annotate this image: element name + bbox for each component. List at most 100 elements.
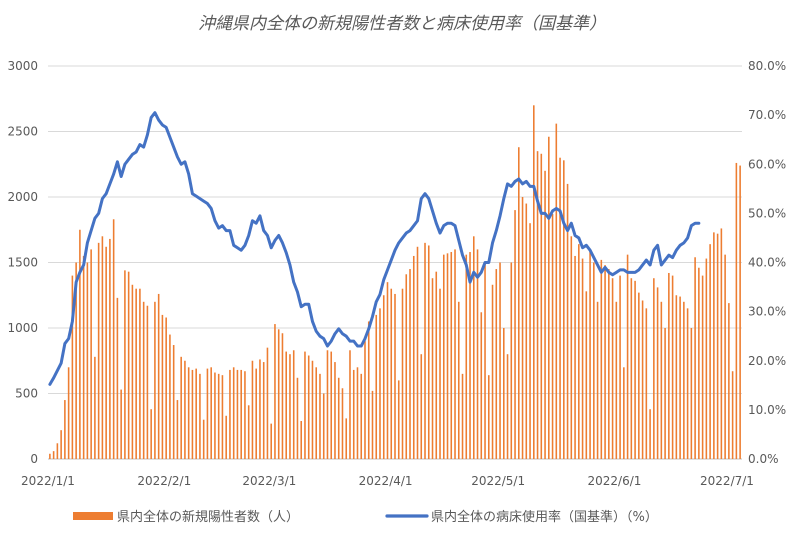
- bar: [608, 269, 610, 459]
- bar: [540, 153, 543, 459]
- bar: [660, 301, 663, 459]
- bar: [611, 278, 614, 459]
- bar: [255, 368, 257, 459]
- bar: [240, 369, 242, 459]
- bar: [79, 229, 81, 459]
- y-right-tick-label: 60.0%: [748, 157, 786, 171]
- y-right-tick-label: 40.0%: [748, 256, 786, 270]
- bar: [739, 165, 741, 459]
- line-series: [48, 111, 701, 386]
- bar: [300, 421, 303, 459]
- bar: [206, 368, 209, 459]
- bar: [191, 369, 194, 459]
- bar: [169, 334, 171, 459]
- bar: [52, 451, 55, 459]
- bar: [184, 360, 186, 459]
- bar: [563, 160, 565, 459]
- bar: [262, 362, 265, 459]
- bar: [454, 249, 456, 459]
- bar: [720, 228, 723, 459]
- bar: [645, 308, 648, 459]
- bar: [281, 333, 284, 459]
- bar: [356, 367, 359, 459]
- bar: [529, 223, 531, 459]
- bar: [289, 354, 291, 459]
- y-left-tick-label: 1500: [7, 256, 38, 270]
- bar: [709, 244, 711, 459]
- y-left-tick-label: 2000: [7, 190, 38, 204]
- bar: [135, 288, 137, 459]
- bar: [322, 393, 325, 459]
- bar: [476, 249, 479, 459]
- bar: [225, 415, 227, 459]
- bar: [56, 443, 59, 459]
- bar: [409, 269, 411, 459]
- legend: 県内全体の新規陽性者数（人） 県内全体の病床使用率（国基準）（%）: [73, 509, 658, 525]
- bar: [199, 373, 201, 459]
- bar: [578, 244, 580, 459]
- bar: [495, 269, 498, 459]
- bar: [596, 301, 599, 459]
- bar: [581, 258, 584, 459]
- bar: [176, 400, 179, 459]
- bar: [649, 409, 651, 459]
- bar: [75, 262, 77, 459]
- bar: [503, 328, 505, 459]
- bar: [157, 293, 160, 459]
- bar: [457, 301, 460, 459]
- y-right-tick-label: 0.0%: [748, 452, 779, 466]
- x-tick-label: 2022/2/1: [137, 474, 191, 488]
- bar: [731, 371, 734, 459]
- x-tick-label: 2022/4/1: [359, 474, 413, 488]
- bar: [623, 367, 625, 459]
- x-tick-label: 2022/6/1: [588, 474, 642, 488]
- bar: [694, 257, 696, 459]
- bar: [555, 123, 558, 459]
- bar: [442, 254, 445, 459]
- bar: [364, 341, 366, 459]
- bar: [146, 305, 149, 459]
- bar: [525, 203, 528, 459]
- bar: [94, 356, 96, 459]
- bar: [247, 405, 250, 459]
- bar: [548, 136, 550, 460]
- bar: [292, 350, 295, 459]
- bar: [379, 308, 381, 459]
- bar: [49, 453, 51, 459]
- bar: [371, 390, 374, 459]
- bar: [217, 373, 220, 459]
- bar: [435, 271, 438, 459]
- bar: [439, 288, 441, 459]
- bar: [131, 284, 134, 459]
- bar: [341, 388, 344, 459]
- bar: [424, 242, 426, 459]
- bar: [345, 418, 348, 459]
- bar: [221, 375, 224, 459]
- bar: [716, 233, 719, 459]
- bar: [202, 419, 205, 459]
- bar: [713, 232, 715, 459]
- bar: [551, 214, 554, 459]
- bar: [82, 255, 85, 459]
- y-right-tick-label: 10.0%: [748, 403, 786, 417]
- bar: [161, 314, 164, 459]
- bar: [274, 324, 276, 459]
- bar: [154, 301, 156, 459]
- bar: [124, 270, 126, 459]
- x-tick-label: 2022/3/1: [242, 474, 296, 488]
- bar: [244, 371, 246, 459]
- bar: [101, 236, 104, 459]
- bar: [367, 321, 370, 459]
- bar: [566, 183, 569, 459]
- bar: [499, 262, 501, 459]
- bar: [352, 369, 355, 459]
- bar: [97, 242, 100, 459]
- bar: [67, 367, 70, 459]
- bar: [465, 254, 468, 459]
- y-right-tick-label: 80.0%: [748, 59, 786, 73]
- bar: [311, 360, 314, 459]
- bar: [386, 282, 389, 459]
- bar: [728, 303, 730, 459]
- bar: [641, 300, 644, 459]
- bar: [638, 292, 640, 459]
